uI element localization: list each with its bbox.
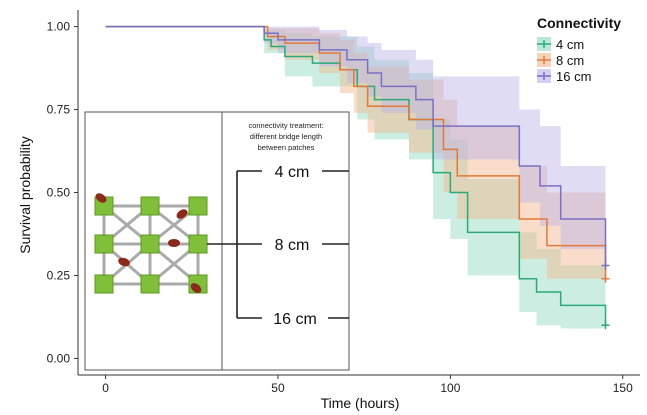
band-16cm: [105, 26, 606, 249]
legend-key-16cm: [537, 69, 551, 83]
y-axis-title: Survival probability: [17, 136, 33, 254]
curve-4cm: [105, 25, 607, 326]
x-axis-title: Time (hours): [321, 395, 400, 411]
band-8cm: [105, 26, 606, 279]
y-tick-label-2: 0.50: [47, 186, 71, 200]
x-tick-label-100: 100: [440, 381, 460, 395]
survival-curves: [105, 25, 610, 330]
censor-marker-16cm: [601, 261, 610, 270]
patch-network-icon: [94, 193, 208, 294]
inset-label-16cm: 16 cm: [273, 311, 317, 328]
y-tick-label-0: 0.00: [47, 351, 71, 365]
x-tick-label-50: 50: [271, 381, 285, 395]
bridge-length-bracket: [207, 170, 349, 319]
censor-marker-4cm: [601, 321, 610, 330]
band-4cm: [105, 26, 606, 329]
axis-ticks: 0 50 100 150 0.00 0.25 0.50 0.75 1.00: [47, 20, 633, 395]
legend-label-16cm: 16 cm: [556, 69, 591, 84]
legend-title: Connectivity: [537, 15, 621, 31]
x-tick-label-150: 150: [613, 381, 633, 395]
legend-label-4cm: 4 cm: [556, 37, 584, 52]
curve-16cm: [105, 25, 607, 266]
inset-diagram: connectivity treatment: different bridge…: [84, 111, 350, 371]
inset-note-line-1: connectivity treatment:: [248, 121, 323, 130]
y-tick-label-4: 1.00: [47, 20, 71, 34]
inset-note-line-2: different bridge length: [250, 132, 322, 141]
inset-label-8cm: 8 cm: [275, 237, 310, 254]
inset-note-line-3: between patches: [258, 143, 315, 152]
inset-frame: [84, 111, 350, 371]
legend-label-8cm: 8 cm: [556, 53, 584, 68]
legend-key-4cm: [537, 37, 551, 51]
censor-marker-8cm: [601, 274, 610, 283]
x-tick-label-0: 0: [102, 381, 109, 395]
inset-label-4cm: 4 cm: [275, 164, 310, 181]
y-tick-label-1: 0.25: [47, 268, 71, 282]
confidence-bands: [105, 26, 606, 329]
y-tick-label-3: 0.75: [47, 103, 71, 117]
curve-8cm: [105, 25, 607, 279]
legend-key-8cm: [537, 53, 551, 67]
